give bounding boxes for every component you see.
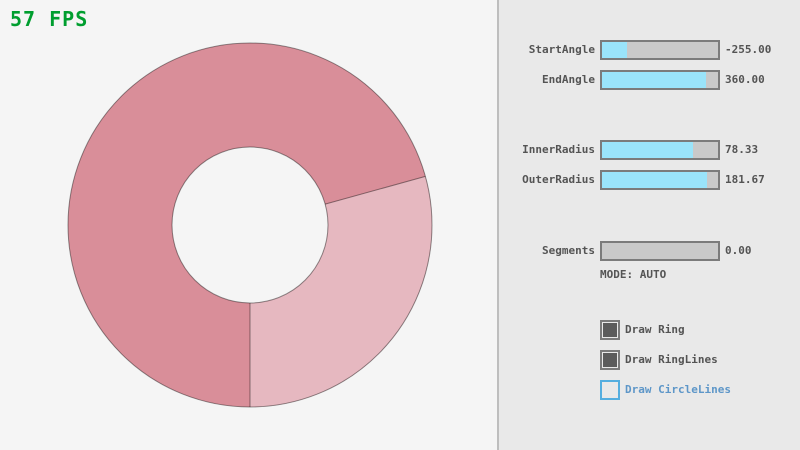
checkbox-check-mark xyxy=(603,323,617,337)
slider-label: InnerRadius xyxy=(522,143,595,156)
fps-counter: 57 FPS xyxy=(10,7,89,31)
slider-value: 78.33 xyxy=(725,143,759,156)
slider-label: Segments xyxy=(542,244,595,257)
ring-start-angle-line xyxy=(325,175,426,205)
checkbox-row-draw-circlelines[interactable]: Draw CircleLines xyxy=(600,380,790,400)
slider-label: EndAngle xyxy=(542,73,595,86)
mode-label: MODE: AUTO xyxy=(600,268,667,281)
slider-inner-radius[interactable] xyxy=(600,140,720,160)
slider-fill xyxy=(602,72,706,88)
checkbox-label: Draw CircleLines xyxy=(625,383,731,396)
slider-label: OuterRadius xyxy=(522,173,595,186)
slider-outer-radius[interactable] xyxy=(600,170,720,190)
slider-end-angle[interactable] xyxy=(600,70,720,90)
slider-value: 360.00 xyxy=(725,73,765,86)
ring-outer-outline xyxy=(67,42,433,408)
slider-value: -255.00 xyxy=(725,43,772,56)
checkbox-row-draw-ring[interactable]: Draw Ring xyxy=(600,320,790,340)
checkbox-draw-ringlines[interactable] xyxy=(600,350,620,370)
checkbox-label: Draw Ring xyxy=(625,323,685,336)
slider-fill xyxy=(602,42,627,58)
checkbox-label: Draw RingLines xyxy=(625,353,718,366)
slider-fill xyxy=(602,142,693,158)
ring-hole xyxy=(172,147,328,303)
ring-single-region xyxy=(250,176,432,407)
ring-inner-outline xyxy=(171,146,329,304)
slider-value: 0.00 xyxy=(725,244,752,257)
checkbox-row-draw-ringlines[interactable]: Draw RingLines xyxy=(600,350,790,370)
slider-value: 181.67 xyxy=(725,173,765,186)
checkbox-check-mark xyxy=(603,353,617,367)
slider-fill xyxy=(602,172,707,188)
ring-svg xyxy=(67,42,433,408)
checkbox-draw-ring[interactable] xyxy=(600,320,620,340)
slider-label: StartAngle xyxy=(528,43,595,56)
slider-start-angle[interactable] xyxy=(600,40,720,60)
slider-segments[interactable] xyxy=(600,241,720,261)
checkbox-draw-circlelines[interactable] xyxy=(600,380,620,400)
